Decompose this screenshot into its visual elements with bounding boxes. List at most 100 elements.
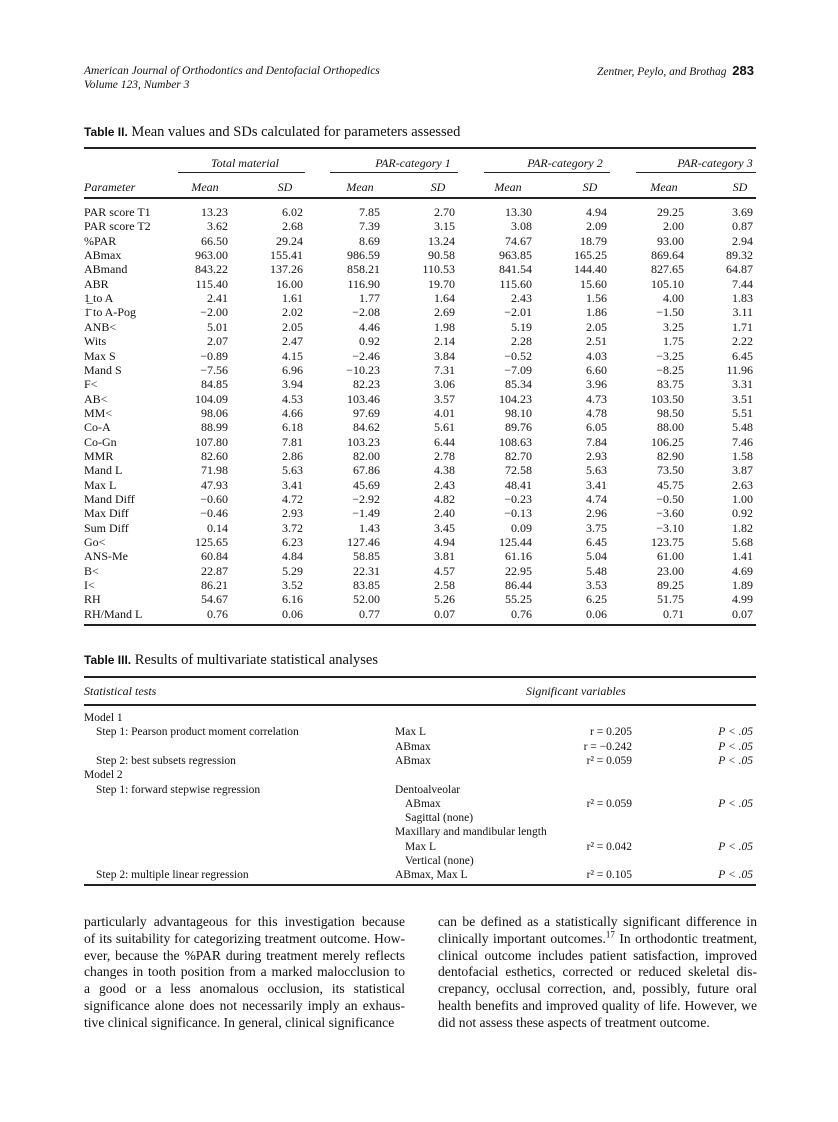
mean-header: Mean [191,180,219,194]
sd-value: 3.41 [282,477,303,492]
body-line: health benefits and improved quality of … [438,998,757,1013]
parameter-name: Max S [84,348,116,363]
mean-value: 3.08 [511,219,532,234]
mean-value: 22.95 [505,563,532,578]
mean-value: 58.85 [353,549,380,564]
sd-value: 6.45 [732,348,753,363]
table2-caption: Table II. Mean values and SDs calculated… [84,124,460,141]
sd-value: 89.32 [726,248,753,263]
sd-value: 2.94 [732,233,753,248]
mean-header: Mean [650,180,678,194]
authors: Zentner, Peylo, and Brothag [596,66,727,78]
mean-value: −0.46 [200,506,228,521]
mean-value: −2.01 [504,305,532,320]
sd-value: 1.98 [434,319,455,334]
mean-value: 127.46 [347,535,380,550]
mean-value: 73.50 [657,463,684,478]
sd-value: 6.16 [282,592,303,607]
mean-value: 105.10 [651,276,684,291]
sd-value: 4.78 [586,405,607,420]
mean-value: 123.75 [651,535,684,550]
mean-value: 858.21 [347,262,380,277]
sd-value: 4.38 [434,463,455,478]
page-number: 283 [732,63,754,78]
significant-variable: Vertical (none) [405,855,474,867]
parameter-name: Sum Diff [84,520,129,535]
mean-value: −10.23 [346,362,380,377]
parameter-name: ABR [84,276,109,291]
parameter-name: I< [84,578,95,593]
sd-value: 15.60 [580,276,607,291]
mean-value: 13.23 [201,205,228,219]
p-value: P < .05 [718,740,753,753]
mean-value: 98.10 [505,405,532,420]
mean-value: 0.77 [359,606,380,621]
mean-value: 22.31 [353,563,380,578]
mean-value: −3.60 [656,506,684,521]
group-underline [636,172,756,173]
mean-value: 55.25 [505,592,532,607]
table3-header-rule [84,704,756,706]
mean-value: 3.25 [663,319,684,334]
parameter-name: PAR score T2 [84,219,151,234]
sd-value: 4.01 [434,405,455,420]
mean-value: −0.23 [504,492,532,506]
parameter-name: F< [84,377,98,392]
sd-value: 6.44 [434,434,455,449]
sd-value: 7.44 [732,276,753,291]
sd-value: 5.04 [586,549,607,564]
parameter-name: Max Diff [84,506,129,521]
mean-value: 103.23 [347,434,380,449]
sd-value: 4.72 [282,492,303,506]
mean-value: −2.92 [352,492,380,506]
mean-value: 52.00 [353,592,380,607]
sd-value: 2.58 [434,578,455,593]
parameter-name: MM< [84,405,113,420]
sd-value: 3.81 [434,549,455,564]
mean-value: 74.67 [505,233,532,248]
parameter-name: RH/Mand L [84,606,143,621]
sd-value: 1.86 [586,305,607,320]
group-underline [484,172,610,173]
mean-value: 51.75 [657,592,684,607]
table2-header-rule [84,197,756,199]
sd-value: 2.47 [282,334,303,349]
p-value: P < .05 [718,869,753,882]
mean-value: 48.41 [505,477,532,492]
sd-value: 165.25 [574,248,607,263]
sd-header: SD [277,180,293,194]
mean-value: 29.25 [657,205,684,219]
mean-value: 23.00 [657,563,684,578]
table3-top-rule [84,676,756,678]
sd-value: 5.29 [282,563,303,578]
mean-value: −0.52 [504,348,532,363]
statistic-value: r² = 0.059 [586,754,632,767]
sd-value: 0.92 [732,506,753,521]
sd-value: 5.51 [732,405,753,420]
sd-value: 2.93 [586,448,607,463]
sd-value: 3.57 [434,391,455,406]
sd-value: 2.43 [434,477,455,492]
sd-value: 3.11 [732,305,753,320]
parameter-name: MMR [84,448,114,463]
sd-value: 6.25 [586,592,607,607]
parameter-name: %PAR [84,233,117,248]
group-underline [178,172,305,173]
sd-value: 13.24 [428,233,455,248]
sd-value: 3.45 [434,520,455,535]
sd-value: 4.69 [732,563,753,578]
parameter-name: B< [84,563,99,578]
sd-value: 1.61 [282,291,303,306]
table2-title: Mean values and SDs calculated for param… [131,124,461,140]
mean-value: 0.76 [207,606,228,621]
mean-value: 0.71 [663,606,684,621]
sd-value: 6.45 [586,535,607,550]
sd-value: 3.87 [732,463,753,478]
parameter-name: Co-A [84,420,111,435]
sd-value: 1.82 [732,520,753,535]
sd-value: 2.69 [434,305,455,320]
mean-value: −8.25 [656,362,684,377]
sd-value: 0.06 [282,606,303,621]
mean-value: 45.69 [353,477,380,492]
mean-value: −0.89 [200,348,228,363]
